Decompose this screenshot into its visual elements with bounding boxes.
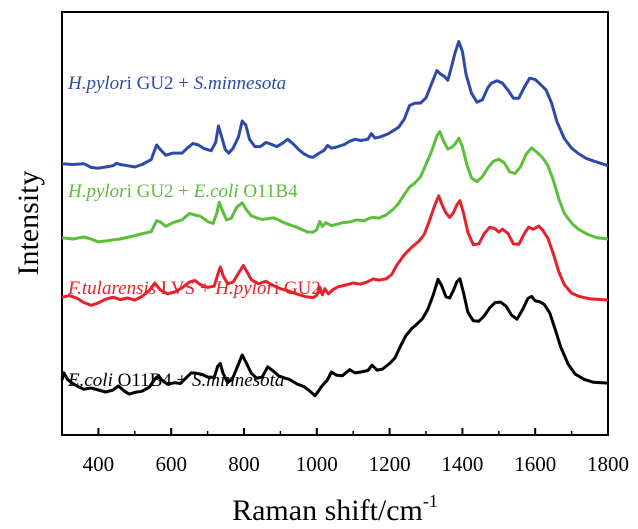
series-label-3: F.tularensis LVS + H.pylori GU2 [67, 278, 321, 299]
plot-frame [61, 11, 609, 436]
series-label-part: i GU2 + [127, 181, 194, 202]
series-label-part: S.minnesota [194, 73, 286, 94]
spectrum-line-4 [60, 277, 609, 398]
spectrum-line-2 [61, 130, 609, 244]
series-label-part: O11B4 [239, 181, 298, 202]
x-axis-title: Raman shift/cm-1 [232, 491, 438, 527]
x-axis-title-sup: -1 [423, 491, 438, 511]
spectra-lines [60, 40, 609, 398]
series-label-part: LVS + [156, 278, 215, 299]
series-label-part: F.tularensis [67, 278, 156, 299]
series-label-part: H.pylor [67, 73, 127, 94]
x-tick-label: 800 [228, 452, 260, 476]
x-tick-label: 400 [83, 452, 115, 476]
x-tick-label: 1800 [587, 452, 629, 476]
series-label-part: i GU2 + [127, 73, 194, 94]
series-label-part: O11B4 + [113, 370, 192, 391]
series-label-2: H.pylori GU2 + E.coli O11B4 [67, 181, 298, 202]
spectrum-line-3 [61, 194, 609, 307]
x-tick-label: 600 [155, 452, 187, 476]
x-tick-label: 1600 [514, 452, 556, 476]
series-label-1: H.pylori GU2 + S.minnesota [67, 73, 286, 94]
series-label-part: E.coli [67, 370, 113, 391]
series-label-part: S.minnesota [192, 370, 284, 391]
x-tick-label: 1400 [441, 452, 483, 476]
series-label-4: E.coli O11B4 + S.minnesota [67, 370, 284, 391]
x-tick-label: 1000 [296, 452, 338, 476]
x-axis-title-main: Raman shift/cm [232, 494, 423, 527]
series-label-part: E.coli [193, 181, 239, 202]
series-label-part: i GU2 [274, 278, 321, 299]
x-axis-ticks: 400 600 800 1000 1200 1400 1600 1800 [83, 428, 629, 476]
x-tick-label: 1200 [369, 452, 411, 476]
series-label-part: H.pylor [67, 181, 127, 202]
series-label-part: H.pylor [214, 278, 274, 299]
y-axis-title: Intensity [12, 171, 45, 276]
spectrum-line-1 [61, 40, 609, 170]
